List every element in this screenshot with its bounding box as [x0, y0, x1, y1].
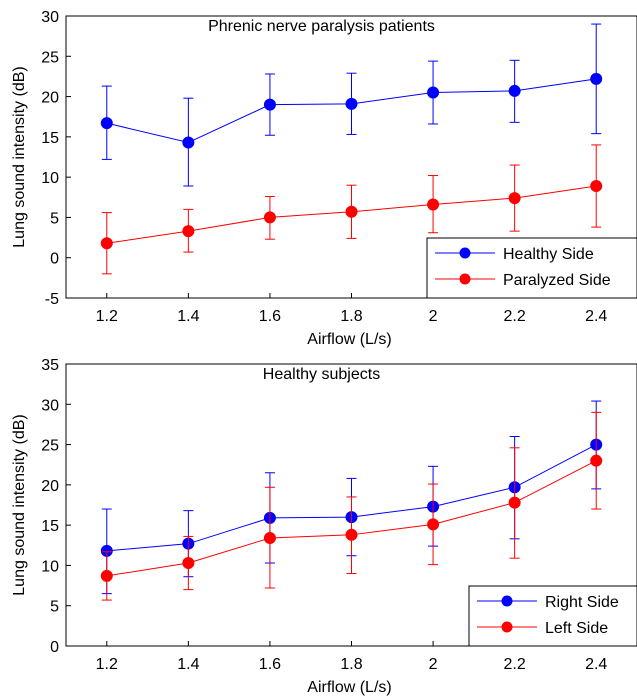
- legend-box: [426, 237, 637, 299]
- legend-marker: [459, 247, 471, 259]
- data-point: [263, 98, 276, 111]
- y-tick-label: 35: [41, 357, 59, 374]
- series-2: [100, 411, 603, 601]
- data-point: [345, 205, 358, 218]
- y-tick-label: 20: [41, 90, 59, 107]
- y-tick-label: 30: [41, 9, 59, 26]
- x-tick-label: 1.2: [96, 656, 118, 673]
- legend-marker: [501, 595, 513, 607]
- x-tick-label: 1.2: [96, 308, 118, 325]
- data-point: [508, 192, 521, 205]
- y-tick-label: 25: [41, 49, 59, 66]
- y-tick-label: 10: [41, 170, 59, 187]
- chart-panel-1: -5 0 5 10 15 20 25 30 1.2 1.4 1.6 1.8 2 2.2 2.4 Airflow…: [11, 9, 637, 348]
- data-point: [427, 86, 440, 99]
- data-point: [263, 211, 276, 224]
- data-point: [182, 557, 195, 570]
- legend: Healthy Side Paralyzed Side: [426, 237, 637, 299]
- data-point: [100, 237, 113, 250]
- x-tick-label: 2.2: [504, 308, 526, 325]
- x-axis-label: Airflow (L/s): [307, 679, 391, 696]
- series-1: [100, 23, 603, 187]
- data-point: [345, 528, 358, 541]
- legend-marker: [501, 621, 513, 633]
- legend-marker: [459, 273, 471, 285]
- series-2: [100, 144, 603, 275]
- legend-box: [468, 585, 637, 647]
- chart-title: Phrenic nerve paralysis patients: [208, 18, 435, 35]
- data-point: [508, 496, 521, 509]
- x-tick-label: 1.6: [259, 308, 281, 325]
- x-axis-label: Airflow (L/s): [307, 331, 391, 348]
- y-axis-label: Lung sound intensity (dB): [11, 66, 28, 247]
- data-point: [508, 84, 521, 97]
- y-tick-label: -5: [45, 291, 59, 308]
- x-tick-label: 2: [429, 308, 438, 325]
- data-point: [182, 136, 195, 149]
- data-point: [100, 117, 113, 130]
- x-tick-label: 1.8: [340, 308, 362, 325]
- legend-label: Left Side: [545, 620, 608, 637]
- data-point: [427, 198, 440, 211]
- legend-label: Paralyzed Side: [503, 272, 611, 289]
- y-tick-label: 0: [50, 251, 59, 268]
- data-point: [182, 225, 195, 238]
- y-tick-label: 25: [41, 438, 59, 455]
- y-tick-label: 0: [50, 639, 59, 656]
- x-tick-label: 1.4: [177, 656, 199, 673]
- y-tick-label: 5: [50, 210, 59, 227]
- y-tick-label: 15: [41, 518, 59, 535]
- data-point: [263, 532, 276, 545]
- x-tick-label: 2.2: [504, 656, 526, 673]
- chart-panel-2: 0 5 10 15 20 25 30 35 1.2 1.4 1.6 1.8 2 2.2 2.4 Airflow…: [11, 357, 637, 696]
- y-tick-label: 10: [41, 558, 59, 575]
- legend-label: Healthy Side: [503, 246, 594, 263]
- x-tick-label: 1.6: [259, 656, 281, 673]
- y-tick-label: 5: [50, 599, 59, 616]
- y-tick-label: 15: [41, 130, 59, 147]
- legend: Right Side Left Side: [468, 585, 637, 647]
- x-tick-label: 2: [429, 656, 438, 673]
- x-tick-label: 2.4: [585, 308, 607, 325]
- data-point: [590, 180, 603, 193]
- x-tick-label: 1.8: [340, 656, 362, 673]
- data-point: [590, 454, 603, 467]
- chart-title: Healthy subjects: [263, 366, 380, 383]
- x-tick-label: 2.4: [585, 656, 607, 673]
- data-point: [590, 72, 603, 85]
- data-point: [345, 97, 358, 110]
- x-tick-label: 1.4: [177, 308, 199, 325]
- y-tick-label: 30: [41, 397, 59, 414]
- data-point: [100, 569, 113, 582]
- y-axis-label: Lung sound intensity (dB): [11, 414, 28, 595]
- legend-label: Right Side: [545, 594, 619, 611]
- data-point: [427, 518, 440, 531]
- y-tick-label: 20: [41, 478, 59, 495]
